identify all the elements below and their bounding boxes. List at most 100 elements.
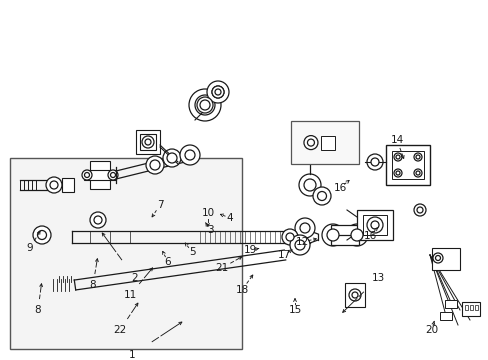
- Circle shape: [110, 172, 115, 177]
- Text: 13: 13: [370, 273, 384, 283]
- Bar: [362, 215, 386, 235]
- Text: 21: 21: [215, 263, 228, 273]
- Bar: [431, 248, 459, 270]
- Circle shape: [432, 253, 442, 263]
- Circle shape: [212, 86, 224, 98]
- Circle shape: [146, 156, 163, 174]
- Bar: [290, 121, 359, 164]
- Bar: [84, 170, 116, 180]
- Circle shape: [393, 169, 401, 177]
- Text: 6: 6: [164, 257, 171, 267]
- Circle shape: [142, 136, 154, 148]
- Bar: [439, 312, 451, 320]
- Circle shape: [416, 207, 422, 213]
- Text: 19: 19: [243, 245, 256, 255]
- Circle shape: [294, 240, 305, 250]
- Text: 1: 1: [128, 350, 135, 360]
- Text: 4: 4: [226, 213, 233, 223]
- Text: 8: 8: [89, 280, 96, 290]
- Circle shape: [108, 170, 118, 180]
- Bar: [356, 210, 392, 240]
- Text: 17: 17: [277, 250, 290, 260]
- Circle shape: [366, 217, 382, 233]
- Circle shape: [180, 145, 200, 165]
- Circle shape: [289, 235, 309, 255]
- Circle shape: [350, 229, 362, 241]
- Circle shape: [33, 226, 51, 244]
- Circle shape: [285, 233, 293, 241]
- Circle shape: [167, 153, 177, 163]
- Bar: [62, 178, 74, 192]
- Circle shape: [351, 292, 357, 298]
- Text: 11: 11: [123, 290, 136, 300]
- Text: 14: 14: [389, 135, 403, 145]
- Text: 22: 22: [113, 325, 126, 335]
- Circle shape: [200, 100, 209, 110]
- Text: 3: 3: [206, 225, 213, 235]
- Circle shape: [304, 179, 315, 191]
- Circle shape: [395, 155, 399, 159]
- Bar: [10, 158, 242, 349]
- Bar: [469, 305, 472, 310]
- Circle shape: [150, 160, 160, 170]
- Circle shape: [90, 212, 106, 228]
- Text: 10: 10: [201, 208, 214, 218]
- Bar: [320, 136, 334, 150]
- Circle shape: [415, 171, 419, 175]
- Circle shape: [84, 172, 89, 177]
- Bar: [330, 225, 358, 245]
- Bar: [464, 305, 467, 310]
- Bar: [90, 161, 110, 189]
- Text: 16: 16: [333, 183, 346, 193]
- Bar: [474, 305, 477, 310]
- Text: 2: 2: [131, 273, 138, 283]
- Circle shape: [38, 230, 46, 239]
- Bar: [391, 151, 423, 179]
- Circle shape: [317, 192, 326, 201]
- Circle shape: [435, 256, 440, 261]
- Circle shape: [145, 139, 151, 145]
- Text: 9: 9: [27, 243, 33, 253]
- Circle shape: [413, 169, 421, 177]
- Circle shape: [299, 223, 309, 233]
- Circle shape: [94, 216, 102, 224]
- Circle shape: [298, 174, 320, 196]
- Circle shape: [307, 139, 314, 146]
- Circle shape: [413, 204, 425, 216]
- Bar: [385, 145, 429, 185]
- Text: 5: 5: [188, 247, 195, 257]
- Text: 15: 15: [288, 305, 301, 315]
- Circle shape: [348, 289, 360, 301]
- Circle shape: [395, 171, 399, 175]
- Circle shape: [370, 158, 378, 166]
- Circle shape: [46, 177, 62, 193]
- Circle shape: [393, 153, 401, 161]
- Circle shape: [189, 89, 221, 121]
- Bar: [461, 302, 479, 316]
- Text: 12: 12: [295, 237, 308, 247]
- Circle shape: [163, 149, 181, 167]
- Circle shape: [206, 81, 228, 103]
- Text: 18: 18: [235, 285, 248, 295]
- Circle shape: [212, 86, 224, 98]
- Bar: [140, 134, 156, 150]
- Text: 7: 7: [156, 200, 163, 210]
- Bar: [345, 283, 364, 307]
- Circle shape: [50, 181, 58, 189]
- Circle shape: [215, 89, 221, 95]
- Text: 8: 8: [35, 305, 41, 315]
- Circle shape: [370, 221, 378, 229]
- Circle shape: [413, 153, 421, 161]
- Circle shape: [304, 136, 317, 150]
- Circle shape: [366, 154, 382, 170]
- Circle shape: [346, 224, 367, 246]
- Bar: [136, 130, 160, 154]
- Circle shape: [82, 170, 92, 180]
- Circle shape: [197, 97, 213, 113]
- Circle shape: [326, 229, 338, 241]
- Circle shape: [282, 229, 297, 245]
- Bar: [444, 300, 456, 308]
- Circle shape: [415, 155, 419, 159]
- Circle shape: [184, 150, 195, 160]
- Text: 20: 20: [425, 325, 438, 335]
